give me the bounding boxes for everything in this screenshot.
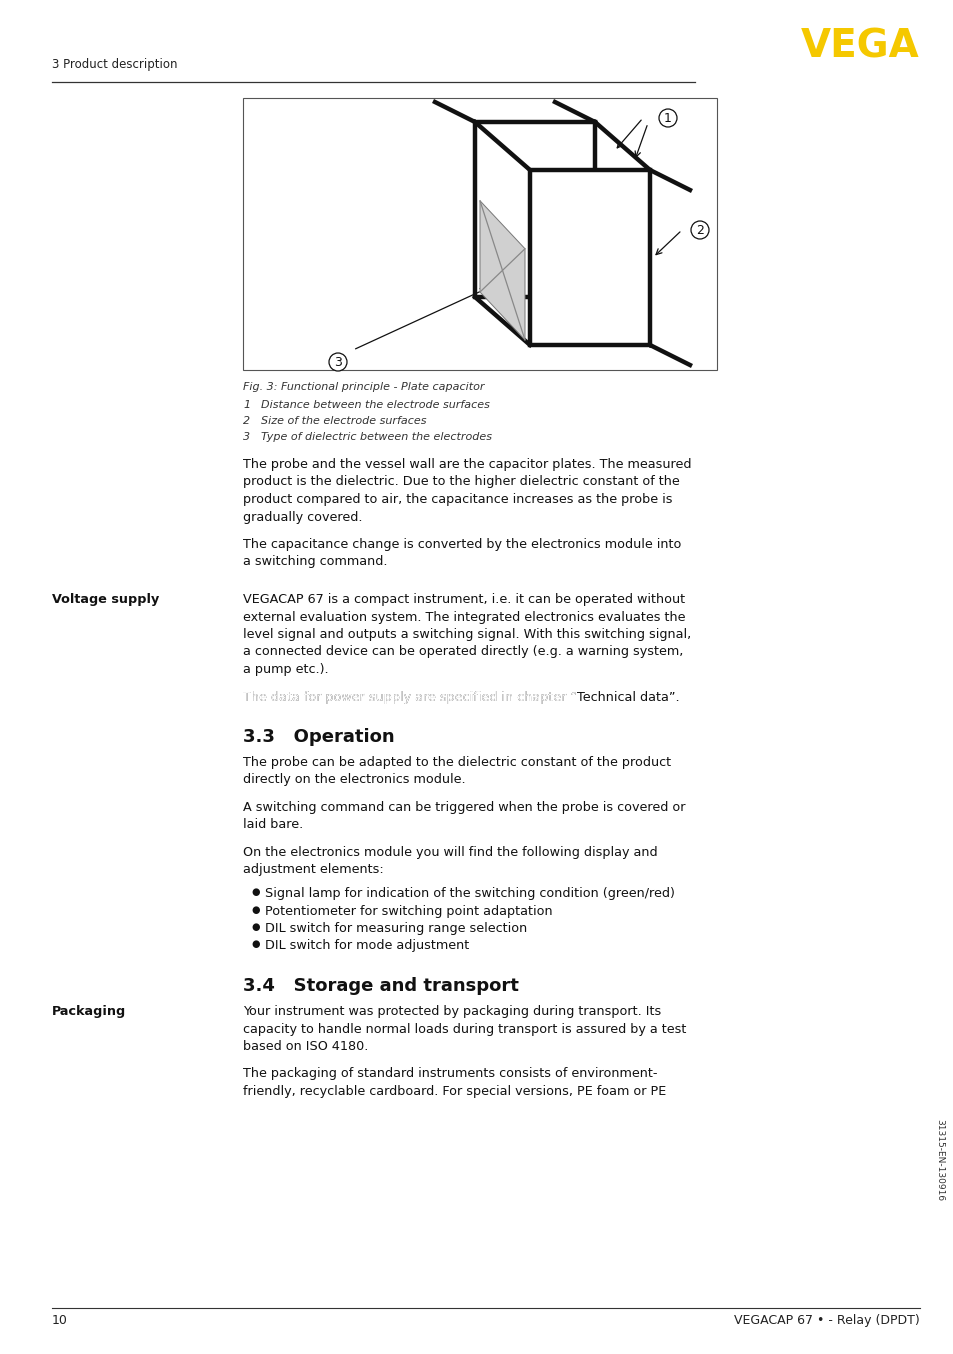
Text: The data for power supply are specified in chapter “: The data for power supply are specified … bbox=[243, 691, 577, 704]
Text: The probe can be adapted to the dielectric constant of the product: The probe can be adapted to the dielectr… bbox=[243, 756, 670, 769]
Text: a connected device can be operated directly (e.g. a warning system,: a connected device can be operated direc… bbox=[243, 646, 682, 658]
Text: Fig. 3: Functional principle - Plate capacitor: Fig. 3: Functional principle - Plate cap… bbox=[243, 382, 484, 393]
Text: A switching command can be triggered when the probe is covered or: A switching command can be triggered whe… bbox=[243, 802, 685, 814]
Text: Voltage supply: Voltage supply bbox=[52, 593, 159, 607]
Text: DIL switch for mode adjustment: DIL switch for mode adjustment bbox=[265, 940, 469, 952]
Text: a pump etc.).: a pump etc.). bbox=[243, 663, 328, 676]
Text: product is the dielectric. Due to the higher dielectric constant of the: product is the dielectric. Due to the hi… bbox=[243, 475, 679, 489]
Text: 31315-EN-130916: 31315-EN-130916 bbox=[935, 1118, 943, 1201]
Text: Your instrument was protected by packaging during transport. Its: Your instrument was protected by packagi… bbox=[243, 1005, 660, 1018]
Text: 1: 1 bbox=[663, 111, 671, 125]
Text: Distance between the electrode surfaces: Distance between the electrode surfaces bbox=[261, 399, 489, 410]
Text: capacity to handle normal loads during transport is assured by a test: capacity to handle normal loads during t… bbox=[243, 1022, 685, 1036]
Text: level signal and outputs a switching signal. With this switching signal,: level signal and outputs a switching sig… bbox=[243, 628, 691, 640]
Text: Potentiometer for switching point adaptation: Potentiometer for switching point adapta… bbox=[265, 904, 552, 918]
Polygon shape bbox=[530, 171, 649, 345]
Text: 3.3   Operation: 3.3 Operation bbox=[243, 728, 395, 746]
Text: ●: ● bbox=[251, 904, 259, 914]
Text: ●: ● bbox=[251, 887, 259, 896]
Text: laid bare.: laid bare. bbox=[243, 819, 303, 831]
Text: ●: ● bbox=[251, 940, 259, 949]
Text: VEGA: VEGA bbox=[801, 28, 919, 66]
Text: Signal lamp for indication of the switching condition (green/red): Signal lamp for indication of the switch… bbox=[265, 887, 674, 900]
Text: 1: 1 bbox=[243, 399, 250, 410]
Text: product compared to air, the capacitance increases as the probe is: product compared to air, the capacitance… bbox=[243, 493, 672, 506]
Text: adjustment elements:: adjustment elements: bbox=[243, 864, 383, 876]
Text: VEGACAP 67 is a compact instrument, i.e. it can be operated without: VEGACAP 67 is a compact instrument, i.e.… bbox=[243, 593, 684, 607]
Text: The capacitance change is converted by the electronics module into: The capacitance change is converted by t… bbox=[243, 538, 680, 551]
Text: a switching command.: a switching command. bbox=[243, 555, 387, 569]
Text: DIL switch for measuring range selection: DIL switch for measuring range selection bbox=[265, 922, 527, 936]
Text: 2: 2 bbox=[243, 416, 250, 427]
Text: 10: 10 bbox=[52, 1313, 68, 1327]
Text: Type of dielectric between the electrodes: Type of dielectric between the electrode… bbox=[261, 432, 492, 441]
Text: The packaging of standard instruments consists of environment-: The packaging of standard instruments co… bbox=[243, 1067, 657, 1080]
Text: VEGACAP 67 • - Relay (DPDT): VEGACAP 67 • - Relay (DPDT) bbox=[734, 1313, 919, 1327]
Text: 3: 3 bbox=[334, 356, 341, 368]
Polygon shape bbox=[479, 200, 524, 340]
Bar bbox=[243, 97, 717, 370]
Text: 3.4   Storage and transport: 3.4 Storage and transport bbox=[243, 978, 518, 995]
Text: The data for power supply are specified in chapter “Technical data”.: The data for power supply are specified … bbox=[243, 691, 679, 704]
Text: 3: 3 bbox=[243, 432, 250, 441]
Text: gradually covered.: gradually covered. bbox=[243, 510, 362, 524]
Text: 3 Product description: 3 Product description bbox=[52, 58, 177, 70]
Text: On the electronics module you will find the following display and: On the electronics module you will find … bbox=[243, 846, 657, 858]
Text: directly on the electronics module.: directly on the electronics module. bbox=[243, 773, 465, 787]
Text: The probe and the vessel wall are the capacitor plates. The measured: The probe and the vessel wall are the ca… bbox=[243, 458, 691, 471]
Text: 2: 2 bbox=[696, 223, 703, 237]
Text: based on ISO 4180.: based on ISO 4180. bbox=[243, 1040, 368, 1053]
Text: friendly, recyclable cardboard. For special versions, PE foam or PE: friendly, recyclable cardboard. For spec… bbox=[243, 1085, 665, 1098]
Text: external evaluation system. The integrated electronics evaluates the: external evaluation system. The integrat… bbox=[243, 611, 685, 623]
Text: Packaging: Packaging bbox=[52, 1005, 126, 1018]
Polygon shape bbox=[475, 122, 595, 297]
Text: Size of the electrode surfaces: Size of the electrode surfaces bbox=[261, 416, 426, 427]
Text: ●: ● bbox=[251, 922, 259, 932]
